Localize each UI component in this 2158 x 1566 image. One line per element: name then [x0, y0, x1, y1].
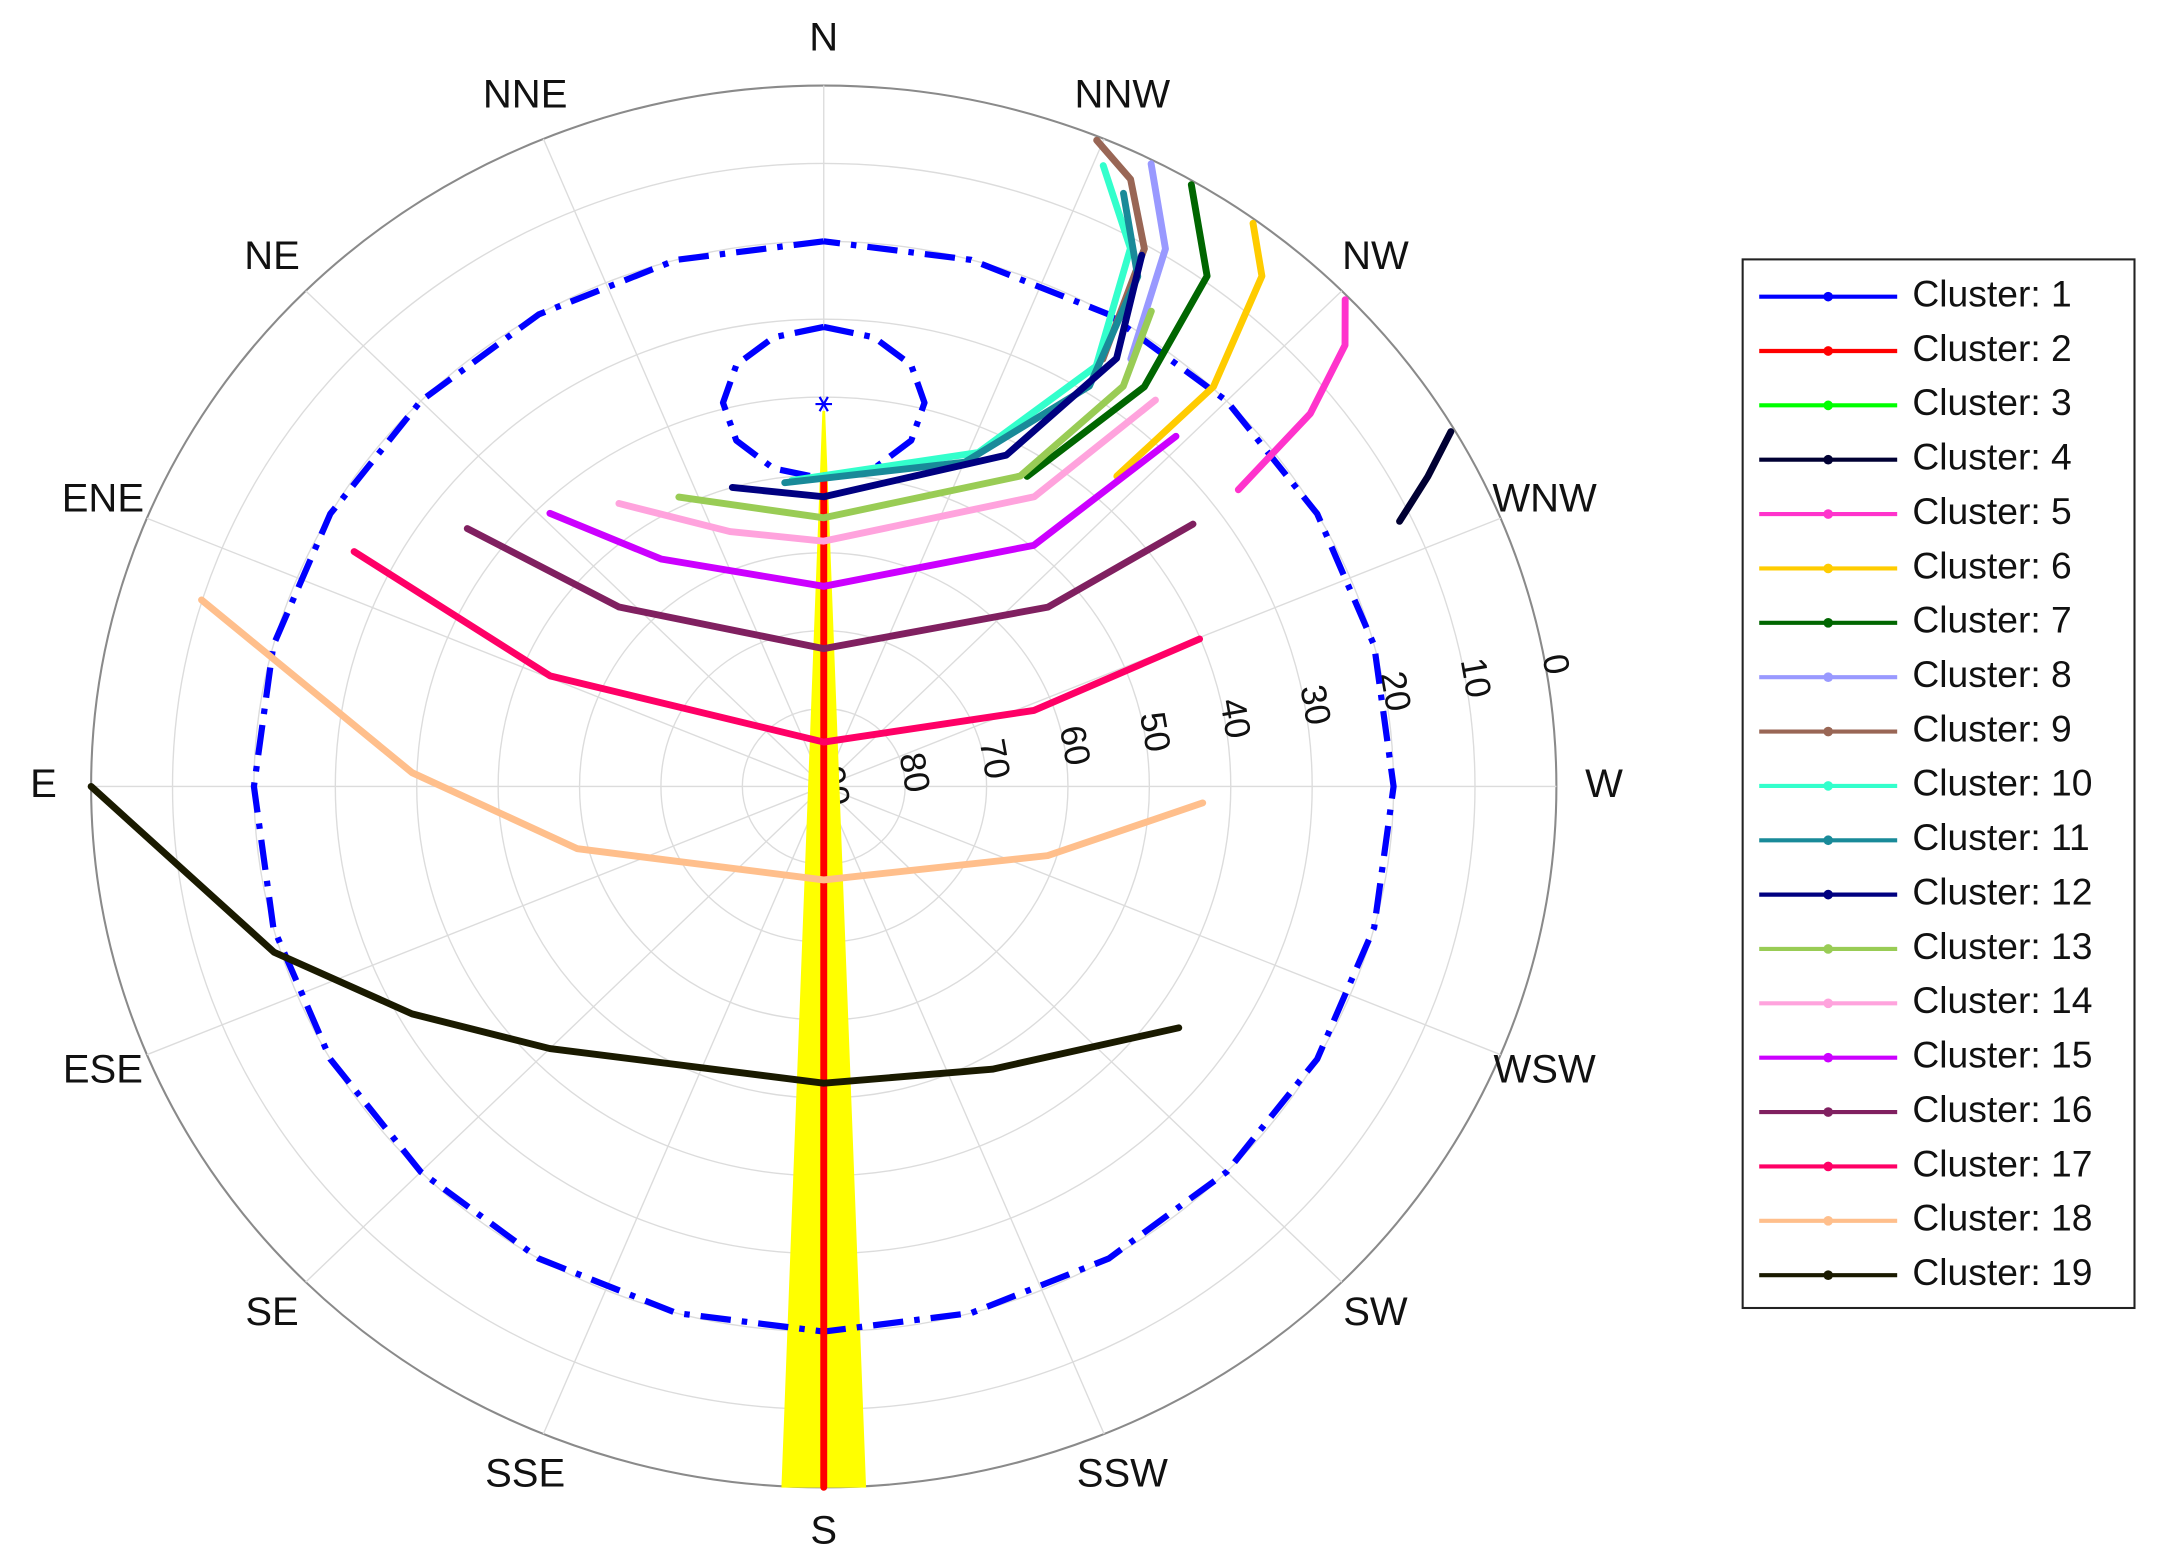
legend-label: Cluster: 18	[1912, 1197, 2092, 1239]
series-line	[1023, 181, 1211, 480]
r-tick-label: 50	[1132, 709, 1178, 755]
legend-label: Cluster: 19	[1912, 1251, 2092, 1293]
series-line	[675, 307, 1155, 522]
legend-marker	[1823, 291, 1834, 302]
theta-tick-label: ENE	[62, 476, 144, 520]
theta-tick-label: N	[809, 16, 838, 60]
legend-label: Cluster: 5	[1912, 490, 2071, 532]
legend-marker	[1823, 944, 1834, 954]
grid-spoke	[823, 786, 1105, 1435]
grid-spoke	[305, 290, 825, 787]
legend-label: Cluster: 13	[1912, 925, 2092, 967]
theta-tick-label: SSW	[1077, 1452, 1168, 1496]
r-tick-label: 0	[1535, 651, 1578, 678]
series-line	[1127, 160, 1169, 363]
legend-marker	[1823, 889, 1834, 900]
theta-tick-label: WNW	[1492, 476, 1597, 520]
legend-label: Cluster: 3	[1912, 381, 2071, 423]
legend-label: Cluster: 10	[1912, 762, 2092, 804]
series-line	[1396, 428, 1455, 525]
legend-marker	[1823, 1107, 1834, 1117]
theta-tick-label: S	[810, 1508, 837, 1552]
legend-label: Cluster: 9	[1912, 707, 2071, 749]
legend-label: Cluster: 14	[1912, 979, 2092, 1021]
series-line	[87, 783, 1183, 1087]
series-marker	[815, 396, 833, 412]
series-line	[615, 396, 1159, 545]
theta-tick-label: SSE	[485, 1452, 565, 1496]
grid-spoke	[823, 785, 1501, 1056]
legend-marker	[1823, 454, 1834, 465]
marker-stroke	[818, 396, 829, 412]
theta-tick-label: NW	[1342, 234, 1409, 278]
r-tick-label: 30	[1292, 682, 1338, 728]
legend-label: Cluster: 16	[1912, 1088, 2092, 1130]
theta-tick-label: NNW	[1075, 72, 1171, 116]
series-line	[546, 432, 1180, 590]
legend-label: Cluster: 2	[1912, 327, 2071, 369]
theta-tick-label: SE	[245, 1290, 298, 1334]
theta-tick-label: NNE	[483, 72, 567, 116]
legend-label: Cluster: 6	[1912, 544, 2071, 586]
theta-tick-label: WSW	[1494, 1048, 1596, 1092]
theta-tick-label: NE	[244, 234, 300, 278]
series-line	[1234, 296, 1349, 494]
theta-tick-label: SW	[1343, 1290, 1408, 1334]
series-line	[463, 520, 1197, 653]
grid-spoke	[542, 138, 825, 787]
series-line	[350, 548, 1204, 746]
grid-spoke	[823, 785, 1343, 1283]
legend-label: Cluster: 4	[1912, 436, 2071, 478]
legend-marker	[1823, 346, 1834, 356]
legend-label: Cluster: 15	[1912, 1034, 2092, 1076]
grid-spoke	[823, 290, 1343, 787]
legend-label: Cluster: 8	[1912, 653, 2071, 695]
grid-spoke	[542, 786, 825, 1435]
legend-marker	[1823, 563, 1834, 574]
legend-label: Cluster: 1	[1912, 272, 2071, 314]
legend-marker	[1823, 400, 1834, 411]
series-line	[198, 596, 1207, 884]
r-tick-label: 10	[1453, 655, 1499, 701]
legend-marker	[1823, 617, 1834, 628]
grid-spoke	[146, 785, 825, 1056]
legend-label: Cluster: 11	[1912, 816, 2089, 858]
legend-marker	[1823, 1215, 1834, 1226]
theta-tick-label: W	[1585, 762, 1623, 806]
r-tick-label: 40	[1212, 695, 1258, 741]
series-line	[1113, 219, 1266, 480]
legend-label: Cluster: 7	[1912, 599, 2071, 641]
r-tick-label: 80	[892, 749, 938, 795]
legend-marker	[1823, 726, 1834, 737]
legend-marker	[1823, 998, 1834, 1009]
grid-spoke	[305, 785, 825, 1283]
series-line	[728, 251, 1146, 501]
theta-tick-label: E	[30, 762, 57, 806]
legend-label: Cluster: 17	[1912, 1142, 2092, 1184]
legend-box	[1741, 258, 2136, 1310]
legend-marker	[1823, 509, 1834, 519]
legend-marker	[1823, 1270, 1834, 1280]
r-tick-label: 60	[1052, 722, 1098, 768]
legend-marker	[1823, 1161, 1834, 1172]
legend-marker	[1823, 835, 1834, 846]
legend-marker	[1823, 672, 1834, 683]
r-tick-label: 70	[972, 736, 1018, 782]
grid-spoke	[146, 517, 825, 788]
legend-marker	[1823, 781, 1834, 791]
legend-label: Cluster: 12	[1912, 870, 2092, 912]
legend-marker	[1823, 1052, 1834, 1063]
theta-tick-label: ESE	[63, 1048, 143, 1092]
